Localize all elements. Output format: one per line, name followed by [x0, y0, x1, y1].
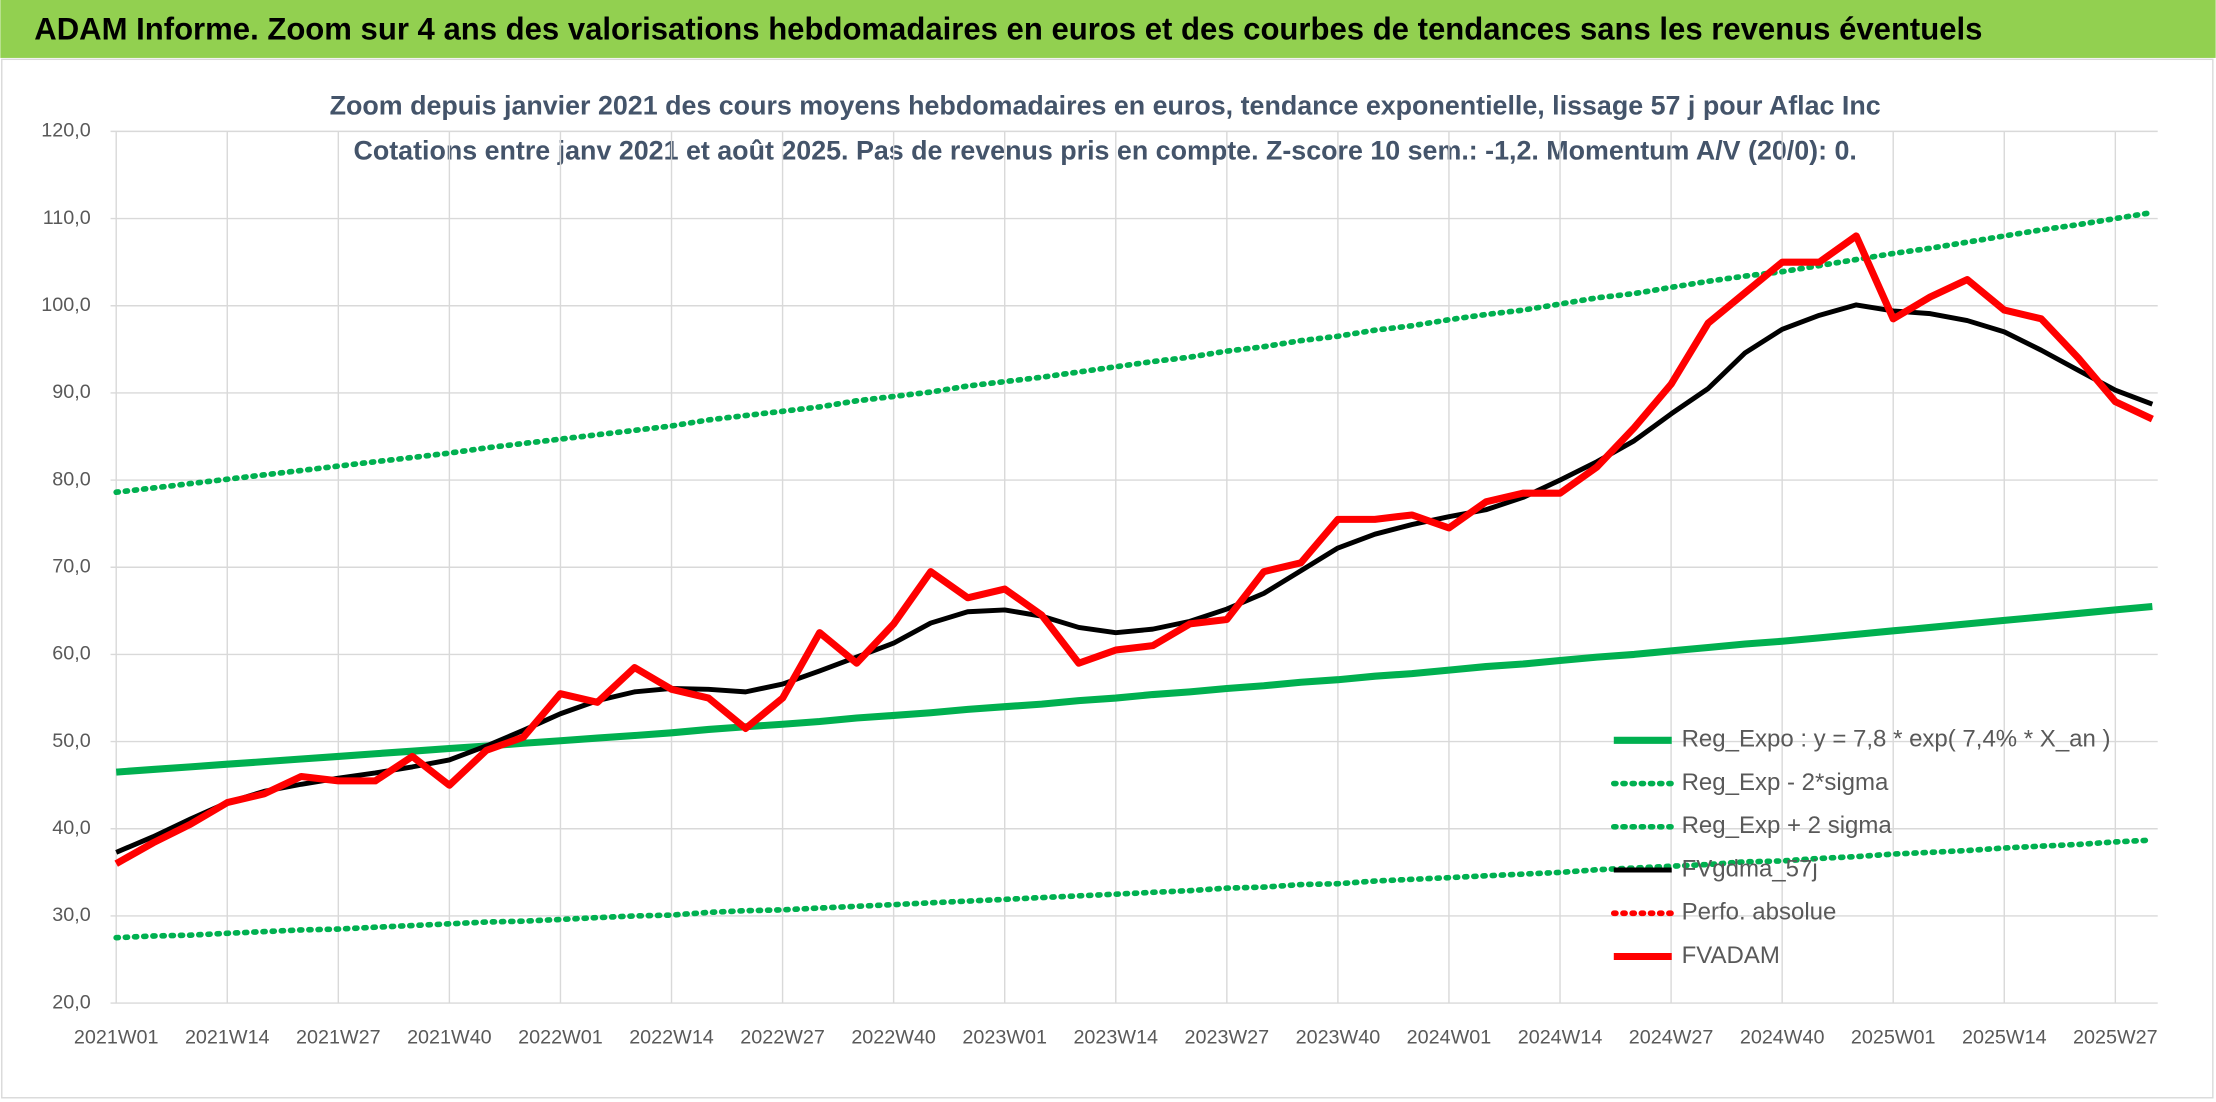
plot — [113, 209, 2156, 941]
series-line — [113, 837, 2156, 941]
y-tick-label: 60,0 — [52, 643, 90, 665]
x-tick-label: 2021W40 — [407, 1027, 492, 1049]
x-tick-label: 2024W27 — [1629, 1027, 1714, 1049]
x-tick-label: 2022W14 — [629, 1027, 714, 1049]
x-tick-label: 2022W01 — [518, 1027, 603, 1049]
chart-title: Zoom depuis janvier 2021 des cours moyen… — [330, 90, 1881, 120]
x-tick-label: 2022W40 — [851, 1027, 936, 1049]
x-tick-label: 2023W14 — [1073, 1027, 1158, 1049]
legend-label: FVgdma_57j — [1682, 855, 1818, 882]
legend-label: Reg_Exp + 2 sigma — [1682, 812, 1893, 839]
y-tick-label: 20,0 — [52, 991, 90, 1013]
header-bar — [0, 0, 2216, 58]
series-line — [114, 232, 2154, 867]
chart-frame — [1, 58, 2214, 1099]
x-tick-label: 2025W01 — [1851, 1027, 1936, 1049]
x-tick-label: 2023W01 — [962, 1027, 1047, 1049]
x-tick-label: 2023W40 — [1296, 1027, 1381, 1049]
x-tick-label: 2025W27 — [2073, 1027, 2158, 1049]
legend: Reg_Expo : y = 7,8 * exp( 7,4% * X_an ) R… — [1610, 726, 2111, 969]
y-tick-label: 70,0 — [52, 555, 90, 577]
y-tick-label: 50,0 — [52, 730, 90, 752]
chart-subtitle: Cotations entre janv 2021 et août 2025. … — [353, 136, 1856, 166]
x-tick-label: 2021W14 — [185, 1027, 270, 1049]
legend-label: Reg_Exp - 2*sigma — [1682, 769, 1889, 796]
y-tick-label: 80,0 — [52, 468, 90, 490]
legend-label: Perfo. absolue — [1682, 899, 1837, 926]
y-tick-label: 40,0 — [52, 817, 90, 839]
x-tick-label: 2022W27 — [740, 1027, 825, 1049]
series-line — [113, 209, 2156, 496]
legend-label: Reg_Expo : y = 7,8 * exp( 7,4% * X_an ) — [1682, 726, 2111, 753]
y-tick-label: 90,0 — [52, 381, 90, 403]
header-title: ADAM Informe. Zoom sur 4 ans des valoris… — [34, 11, 1982, 46]
y-tick-label: 110,0 — [43, 207, 91, 229]
legend-label: FVADAM — [1682, 942, 1780, 969]
grid: 20,0 30,0 40,0 50,0 60,0 70,0 80,0 90,0 100,0 110… — [41, 120, 2158, 1049]
y-tick-label: 100,0 — [41, 294, 90, 316]
y-tick-label: 30,0 — [52, 904, 90, 926]
x-tick-label: 2021W01 — [74, 1027, 159, 1049]
x-tick-label: 2024W40 — [1740, 1027, 1825, 1049]
y-tick-label: 120,0 — [41, 120, 90, 142]
x-tick-label: 2021W27 — [296, 1027, 381, 1049]
x-tick-label: 2025W14 — [1962, 1027, 2047, 1049]
x-tick-label: 2023W27 — [1185, 1027, 1270, 1049]
series-line — [115, 603, 2153, 776]
x-tick-label: 2024W01 — [1407, 1027, 1492, 1049]
x-tick-label: 2024W14 — [1518, 1027, 1603, 1049]
series-line — [115, 302, 2154, 855]
